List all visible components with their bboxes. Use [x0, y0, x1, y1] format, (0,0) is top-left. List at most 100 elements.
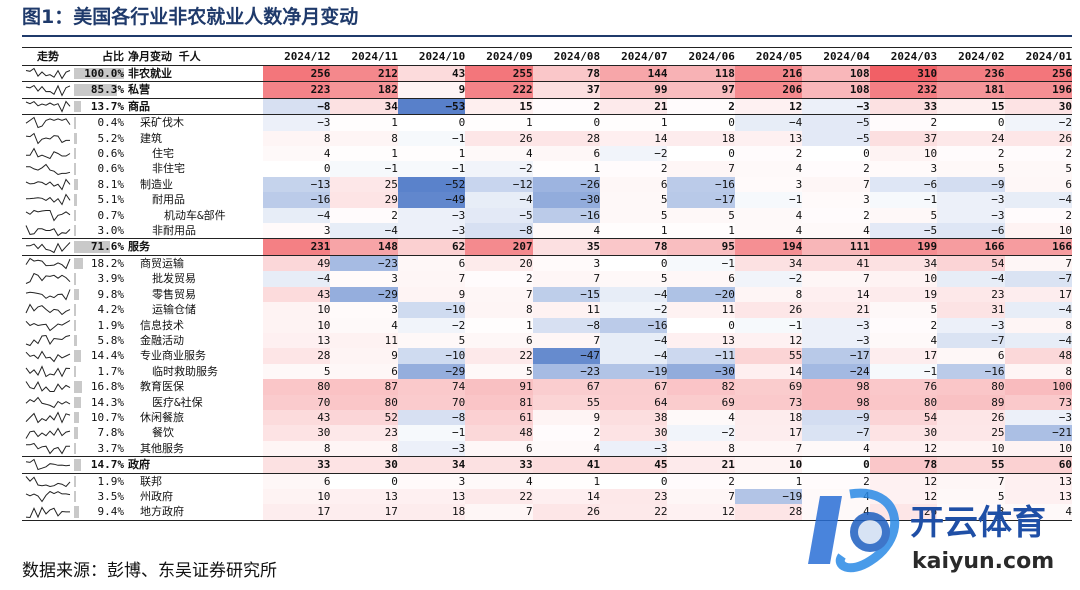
value-cell: −10: [397, 348, 466, 364]
value-cell: 3: [397, 473, 466, 489]
trend-line: [25, 289, 71, 301]
trend-cell: [22, 64, 74, 83]
share-cell: 10.7%: [74, 410, 124, 425]
share-value: 18.2%: [90, 256, 124, 270]
value-cell: 7: [532, 332, 601, 349]
value-cell: 26: [465, 130, 533, 147]
value-cell: 8: [465, 302, 533, 318]
trend-sparkline: [25, 319, 71, 331]
trend-line: [25, 273, 71, 285]
share-cell: 0.6%: [74, 161, 124, 176]
table-row: 14.7% 政府 33 30 34 33 41 45 21 10 0 78 55 60: [22, 456, 1072, 474]
table-row: 0.6% 住宅 4 1 1 4 6 −2 0 2 0 10 2 2: [22, 146, 1072, 162]
value-cell: 194: [734, 238, 803, 256]
value-cell: 196: [1004, 81, 1072, 99]
value-cell: 4: [263, 146, 331, 162]
value-cell: 17: [869, 348, 938, 364]
row-label: 批发贸易: [152, 272, 196, 286]
table-row: 10.7% 休闲餐旅 43 52 −8 61 9 38 4 18 −9 54 26 −3: [22, 409, 1072, 426]
table-row: 3.7% 其他服务 8 8 −3 6 4 −3 8 7 4 12 10 10: [22, 440, 1072, 457]
value-cell: 98: [802, 379, 870, 395]
value-cell: −4: [1004, 192, 1072, 208]
row-label: 耐用品: [152, 193, 185, 207]
value-cell: 41: [802, 255, 870, 272]
value-cell: 1: [330, 146, 398, 162]
value-cell: 13: [1004, 473, 1072, 489]
table-row: 5.8% 金融活动 13 11 5 6 7 −4 13 12 −3 4 −7 −4: [22, 332, 1072, 349]
share-bar: [74, 350, 82, 362]
share-bar: [74, 163, 76, 175]
value-cell: 78: [869, 456, 938, 474]
share-value: 16.8%: [90, 380, 124, 394]
table-row: 14.4% 专业商业服务 28 9 −10 22 −47 −4 −11 55 −17 17 6 48: [22, 348, 1072, 364]
trend-sparkline: [25, 303, 71, 316]
trend-sparkline: [26, 147, 71, 160]
value-cell: 4: [532, 223, 601, 239]
value-cell: 43: [397, 64, 466, 83]
value-cell: 55: [532, 394, 601, 410]
row-label: 地方政府: [124, 504, 264, 521]
share-bar: [74, 257, 84, 270]
share-bar: [74, 209, 76, 222]
value-cell: 6: [937, 348, 1005, 364]
value-cell: 41: [532, 456, 601, 474]
value-cell: 144: [600, 64, 668, 83]
trend-cell: [22, 379, 74, 394]
value-cell: 10: [263, 488, 331, 505]
share-cell: 3.7%: [74, 441, 124, 457]
value-cell: −26: [532, 176, 601, 193]
value-cell: 2: [937, 146, 1005, 162]
value-cell: −19: [600, 363, 668, 380]
share-bar: [74, 365, 76, 378]
table-row: 5.2% 建筑 8 8 −1 26 28 14 18 13 −5 37 24 26: [22, 130, 1072, 147]
trend-sparkline: [25, 84, 71, 97]
value-cell: 166: [1004, 238, 1072, 256]
share-bar: [74, 132, 77, 145]
value-cell: −1: [330, 161, 398, 177]
value-cell: −3: [263, 114, 331, 131]
value-cell: 48: [1004, 348, 1072, 364]
value-cell: −2: [600, 302, 668, 318]
value-cell: −3: [397, 440, 466, 457]
table-row: 1.9% 信息技术 10 4 −2 1 −8 −16 0 −1 −3 2 −3 8: [22, 317, 1072, 333]
value-cell: 13: [397, 488, 466, 505]
value-cell: 30: [263, 425, 331, 441]
value-cell: 28: [263, 348, 331, 364]
value-cell: 70: [397, 394, 466, 410]
share-cell: 9.4%: [74, 504, 124, 521]
value-cell: 5: [600, 192, 668, 208]
value-cell: 49: [263, 255, 331, 272]
value-cell: 2: [869, 317, 938, 333]
value-cell: 67: [532, 379, 601, 395]
row-label: 政府: [124, 456, 264, 474]
header-month: 2024/11: [330, 47, 398, 66]
share-value: 14.4%: [90, 349, 124, 363]
value-cell: 182: [330, 81, 398, 99]
value-cell: 4: [465, 473, 533, 489]
share-bar: [74, 194, 77, 206]
value-cell: 212: [330, 64, 398, 83]
share-value: 71.6%: [90, 240, 124, 254]
value-cell: 23: [937, 286, 1005, 303]
value-cell: 7: [667, 488, 735, 505]
header-month: 2024/07: [600, 47, 668, 66]
value-cell: 95: [667, 238, 735, 256]
value-cell: 3: [532, 255, 601, 272]
table-row: 9.8% 零售贸易 43 −29 9 7 −15 −4 −20 8 14 19 23 17: [22, 286, 1072, 303]
table-row: 1.9% 联邦 6 0 3 4 1 0 2 1 2 12 7 13: [22, 473, 1072, 489]
row-label: 临时救助服务: [152, 364, 218, 378]
trend-cell: [22, 333, 74, 348]
value-cell: −5: [802, 114, 870, 131]
value-cell: 8: [330, 440, 398, 457]
value-cell: 236: [937, 64, 1005, 83]
value-cell: −4: [1004, 302, 1072, 318]
value-cell: 37: [869, 130, 938, 147]
value-cell: 9: [397, 286, 466, 303]
trend-cell: [22, 208, 74, 223]
value-cell: 22: [465, 488, 533, 505]
trend-sparkline: [25, 335, 71, 347]
row-label: 私营: [124, 81, 264, 99]
value-cell: 4: [734, 207, 803, 224]
table-body: 100.0% 非农就业 256 212 43 255 78 144 118 216 108 310 23…: [22, 64, 1072, 521]
share-value: 1.9%: [97, 474, 125, 488]
